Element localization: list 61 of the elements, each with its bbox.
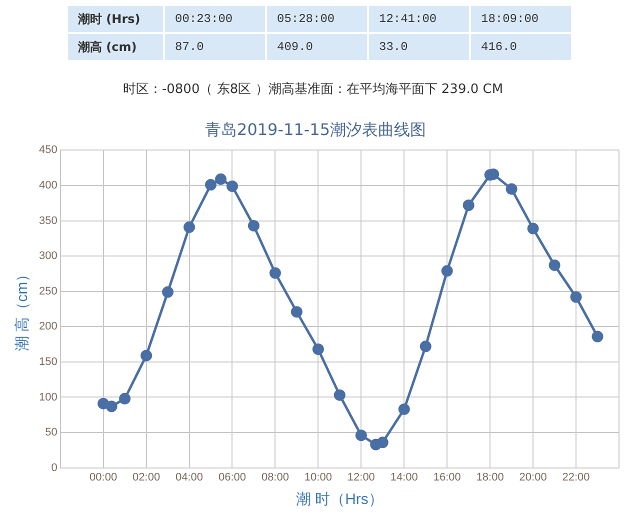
y-tick-label: 150 [38, 356, 58, 368]
text: 时区：-0800（ 东8区 ）潮高基准面：在平均海平面下 239.0 CM [122, 81, 504, 98]
text: 409.0 [266, 33, 368, 61]
y-tick-label: 250 [38, 285, 58, 298]
point [215, 173, 227, 185]
point [527, 222, 539, 234]
y-axis-title: 潮 高（cm） [14, 266, 32, 352]
point [119, 392, 131, 404]
text: 00:23:00 [164, 5, 266, 33]
point [441, 265, 453, 277]
text: 416.0 [470, 33, 572, 61]
x-tick-label: 04:00 [176, 471, 204, 484]
point [334, 389, 346, 401]
x-tick-label: 12:00 [347, 471, 375, 484]
y-tick-label: 50 [45, 426, 58, 439]
x-tick-label: 16:00 [433, 471, 461, 484]
point [205, 179, 217, 191]
point [98, 398, 110, 410]
point [355, 430, 367, 442]
point [462, 200, 474, 211]
point [106, 400, 118, 412]
point [398, 403, 410, 415]
chart-title: 青岛2019-11-15潮汐表曲线图 [205, 120, 426, 139]
y-tick-label: 200 [38, 320, 58, 333]
point [376, 436, 388, 448]
text: 05:28:00 [266, 5, 368, 33]
y-tick-label: 400 [38, 180, 58, 192]
point [269, 267, 281, 279]
x-tick-label: 22:00 [562, 471, 590, 484]
point [506, 183, 518, 195]
text: 18:09:00 [470, 5, 572, 33]
point [548, 259, 560, 271]
y-tick-label: 350 [38, 214, 58, 227]
point [592, 330, 604, 342]
text: 33.0 [368, 33, 470, 61]
point [226, 180, 238, 192]
x-tick-label: 14:00 [390, 471, 418, 484]
y-tick-label: 100 [38, 391, 58, 404]
x-tick-label: 18:00 [476, 471, 504, 484]
point [420, 340, 432, 352]
point [248, 220, 260, 232]
text: 87.0 [164, 33, 266, 61]
point [140, 350, 152, 362]
y-tick-label: 300 [38, 250, 58, 262]
point [290, 306, 302, 318]
x-tick-label: 06:00 [218, 471, 246, 484]
point [570, 291, 582, 303]
text: 潮高 (cm) [67, 33, 164, 61]
y-tick-label: 0 [51, 462, 58, 474]
x-tick-label: 20:00 [519, 471, 547, 484]
x-tick-label: 00:00 [90, 471, 118, 484]
point [184, 221, 196, 233]
x-axis-title: 潮 时（Hrs） [296, 491, 384, 508]
y-tick-label: 450 [38, 144, 58, 156]
text: 潮时 (Hrs) [67, 5, 164, 33]
x-tick-label: 10:00 [304, 471, 332, 484]
x-tick-label: 08:00 [261, 471, 289, 484]
point [162, 286, 174, 298]
text: 12:41:00 [368, 5, 470, 33]
point [312, 343, 324, 355]
x-tick-label: 02:00 [132, 471, 160, 484]
